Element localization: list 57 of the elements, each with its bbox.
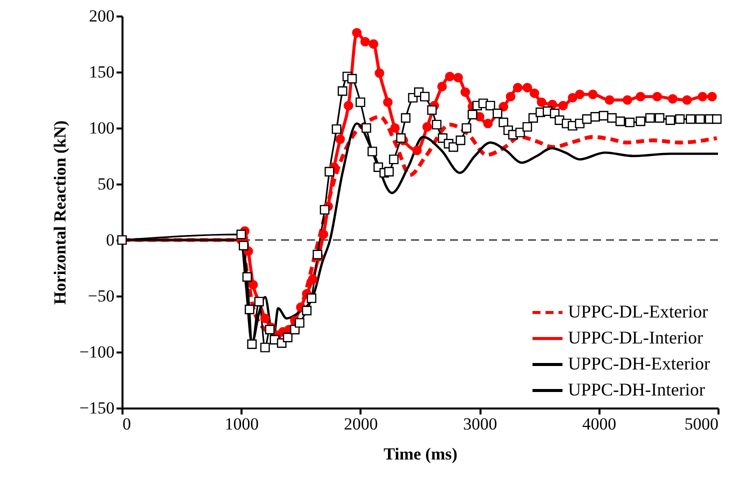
y-tick-label: −50 [88,286,114,306]
legend-label: UPPC-DL-Interior [568,328,703,348]
y-tick-label: 200 [89,6,114,26]
legend-label: UPPC-DH-Interior [568,380,705,400]
x-tick-label: 5000 [684,414,718,434]
y-tick-label: 150 [89,62,114,82]
x-tick-label: 2000 [344,414,378,434]
point [652,92,662,102]
point [374,68,384,78]
point [568,92,578,103]
point [604,95,614,105]
point [453,72,463,82]
point [352,28,362,38]
x-tick-label: 3000 [463,414,498,434]
legend-label: UPPC-DH-Exterior [568,354,710,374]
y-axis-title: Horizontal Reaction (kN) [50,120,70,305]
point [445,72,455,82]
point [698,92,708,102]
point [248,280,258,290]
point [506,92,516,102]
point [522,82,532,92]
point [422,122,432,132]
y-tick-label: −150 [79,398,114,418]
point [512,82,523,92]
point [682,95,692,105]
point [636,92,646,102]
x-tick-label: 1000 [224,414,259,434]
point [390,123,400,133]
point [260,314,270,324]
point [460,87,470,97]
point [483,118,493,128]
point [558,100,568,110]
y-tick-label: 50 [98,174,114,194]
point [344,100,354,110]
point [530,88,540,98]
point [707,92,717,102]
point [536,97,546,108]
point [368,39,378,49]
point [335,134,345,144]
point [622,95,632,105]
y-tick-label: 0 [106,230,114,250]
point [588,90,598,100]
x-tick-label: 0 [122,414,131,434]
point [498,102,508,112]
legend-label: UPPC-DL-Exterior [568,302,708,322]
x-axis-title: Time (ms) [384,444,458,464]
y-tick-label: −100 [79,342,114,362]
y-tick-label: 100 [89,118,114,138]
point [308,274,318,284]
point [412,146,422,156]
point [437,82,447,92]
point [574,90,585,100]
point [383,97,393,108]
point [360,36,370,47]
point [668,94,678,104]
x-tick-label: 4000 [582,414,616,434]
point [318,230,328,240]
